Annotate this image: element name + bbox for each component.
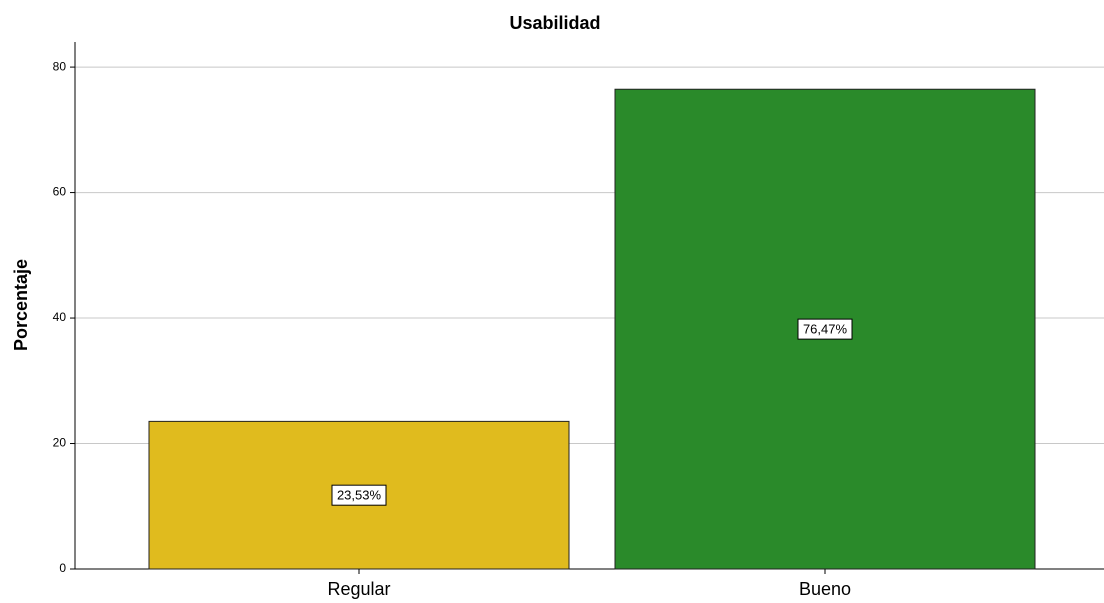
value-label: 76,47% [803,322,848,337]
y-tick-label: 0 [59,561,66,575]
chart-title: Usabilidad [509,13,600,33]
y-tick-label: 20 [53,436,67,450]
x-tick-label: Bueno [799,579,851,599]
y-tick-label: 60 [53,185,67,199]
x-tick-label: Regular [327,579,390,599]
y-tick-label: 40 [53,310,67,324]
y-tick-label: 80 [53,59,67,73]
value-label-box [797,318,853,340]
y-axis-label: Porcentaje [11,259,31,351]
value-label: 23,53% [337,488,382,503]
value-label-box [331,484,387,506]
